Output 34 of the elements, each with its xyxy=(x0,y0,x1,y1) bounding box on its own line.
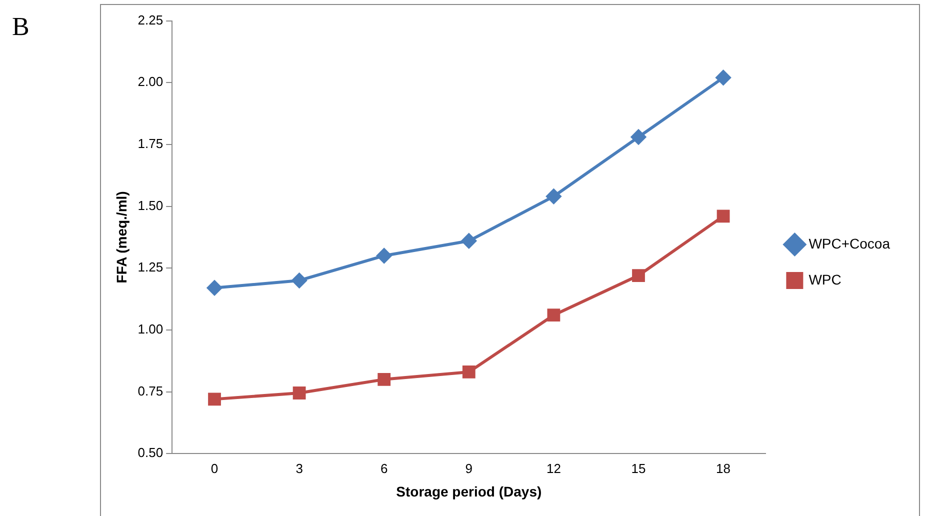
point xyxy=(716,70,731,86)
legend-label: WPC+Cocoa xyxy=(808,235,890,252)
point xyxy=(630,130,646,145)
point xyxy=(461,233,476,248)
x-tick-label: 0 xyxy=(210,460,218,476)
point xyxy=(208,392,221,406)
point xyxy=(632,269,645,282)
legend-label: WPC xyxy=(808,271,842,288)
text: B xyxy=(12,12,30,42)
x-tick-label: 6 xyxy=(380,460,388,476)
y-tick-label: 0.75 xyxy=(138,383,164,398)
point xyxy=(292,386,306,400)
point xyxy=(546,188,562,204)
x-tick-label: 15 xyxy=(631,460,646,476)
point xyxy=(716,210,730,223)
y-tick-label: 2.00 xyxy=(138,74,164,90)
y-tick-label: 1.00 xyxy=(138,322,164,337)
x-tick-label: 9 xyxy=(465,460,473,476)
x-axis-title: Storage period (Days) xyxy=(396,483,542,500)
point xyxy=(207,280,222,296)
y-tick-label: 1.25 xyxy=(138,260,164,275)
x-tick-label: 3 xyxy=(296,460,303,476)
x-tick-label: 12 xyxy=(546,460,561,476)
point xyxy=(376,248,392,264)
y-axis-title: FFA (meq./ml) xyxy=(113,191,130,284)
y-tick-label: 1.50 xyxy=(138,198,164,213)
point xyxy=(378,372,391,386)
x-tick-label: 18 xyxy=(716,460,731,476)
point xyxy=(462,366,476,378)
point xyxy=(292,272,307,288)
y-tick-label: 0.50 xyxy=(138,445,164,460)
y-tick-label: 2.25 xyxy=(138,12,164,28)
point xyxy=(547,308,560,322)
y-tick-label: 1.75 xyxy=(138,136,164,152)
